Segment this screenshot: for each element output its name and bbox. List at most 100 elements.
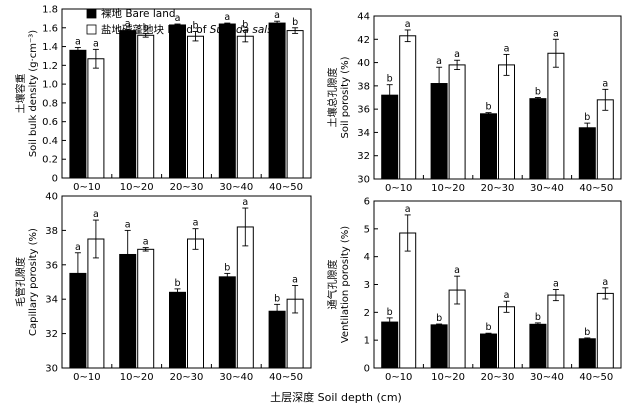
- y-tick-label: 36: [45, 260, 58, 271]
- y-tick-label: 1.0: [42, 80, 58, 91]
- bar-bare-land: [480, 333, 497, 369]
- significance-letter: b: [274, 293, 280, 304]
- legend-swatch-bare: [86, 8, 97, 19]
- significance-letter: a: [193, 218, 199, 229]
- y-tick-label: 0.4: [42, 136, 58, 147]
- bar-suaeda-salsa: [547, 52, 565, 180]
- bar-bare-land: [529, 98, 547, 180]
- bar-suaeda-salsa: [187, 238, 204, 369]
- bar-suaeda-salsa: [399, 232, 417, 369]
- legend-swatch-suaeda: [86, 24, 97, 35]
- chart-total-porosity: 30 32 34 36 38 40 42 44 土壤总孔隙度 Soil porosity (%) 0…: [326, 12, 622, 194]
- y-tick-label: 0: [364, 364, 370, 375]
- y-tick-label: 0: [52, 174, 58, 185]
- bar-suaeda-salsa: [399, 35, 417, 180]
- significance-letter: a: [224, 12, 230, 23]
- significance-letter: a: [454, 265, 460, 276]
- x-tick-label: 40~50: [269, 182, 303, 193]
- significance-letter: b: [436, 313, 442, 324]
- significance-letter: b: [242, 20, 248, 31]
- y-axis-label-cn: 毛管孔隙度: [14, 257, 27, 307]
- bar-suaeda-salsa: [137, 34, 155, 179]
- bar-suaeda-salsa: [596, 292, 614, 369]
- bar-bare-land: [578, 127, 596, 180]
- significance-letter: b: [174, 278, 180, 289]
- significance-letter: b: [584, 327, 590, 338]
- y-tick-label: 1.6: [42, 23, 58, 34]
- plot-frame: [61, 195, 312, 369]
- significance-letter: b: [485, 322, 491, 333]
- y-tick-label: 32: [45, 329, 58, 340]
- y-tick-label: 30: [45, 364, 58, 375]
- y-tick-label: 2: [364, 308, 370, 319]
- significance-letter: a: [504, 290, 510, 301]
- y-axis-label-en: Ventilation porosity (%): [340, 226, 351, 343]
- bar-bare-land: [169, 24, 186, 179]
- x-tick-label: 30~40: [530, 183, 564, 194]
- significance-letter: a: [454, 49, 460, 60]
- bar-suaeda-salsa: [448, 64, 466, 180]
- y-axis-label-en: Capillary porosity (%): [28, 228, 39, 336]
- significance-letter: a: [292, 274, 298, 285]
- y-tick-label: 0.8: [42, 98, 58, 109]
- y-tick-label: 1.8: [42, 5, 58, 16]
- significance-letter: b: [584, 112, 590, 123]
- y-tick-label: 34: [357, 128, 370, 139]
- significance-letter: a: [75, 242, 81, 253]
- x-tick-label: 10~20: [431, 183, 465, 194]
- x-tick-label: 20~30: [170, 372, 204, 383]
- bar-bare-land: [169, 291, 186, 369]
- significance-letter: a: [242, 197, 248, 208]
- y-axis-label-cn: 通气孔隙度: [326, 260, 339, 310]
- significance-letter: a: [405, 204, 411, 215]
- x-tick-label: 40~50: [579, 183, 613, 194]
- bar-suaeda-salsa: [596, 99, 614, 180]
- significance-letter: a: [553, 279, 559, 290]
- significance-letter: a: [93, 38, 99, 49]
- y-tick-label: 0.6: [42, 117, 58, 128]
- x-tick-label: 10~20: [120, 182, 154, 193]
- y-tick-label: 0.2: [42, 155, 58, 166]
- x-tick-label: 0~10: [385, 372, 412, 383]
- bar-suaeda-salsa: [498, 64, 515, 180]
- significance-letter: b: [535, 312, 541, 323]
- significance-letter: b: [535, 87, 541, 98]
- x-tick-label: 0~10: [73, 372, 100, 383]
- y-tick-label: 3: [364, 280, 370, 291]
- significance-letter: b: [292, 17, 298, 28]
- significance-letter: a: [125, 219, 131, 230]
- x-tick-label: 10~20: [120, 372, 154, 383]
- y-tick-label: 30: [357, 175, 370, 186]
- y-tick-label: 4: [364, 252, 370, 263]
- y-tick-label: 38: [45, 226, 58, 237]
- significance-letter: b: [387, 74, 393, 85]
- significance-letter: a: [553, 28, 559, 39]
- legend-label-bare: 裸地 Bare land: [101, 7, 176, 20]
- x-tick-label: 30~40: [219, 372, 253, 383]
- y-tick-label: 40: [357, 58, 370, 69]
- y-tick-label: 42: [357, 35, 370, 46]
- bar-suaeda-salsa: [187, 35, 204, 179]
- x-tick-label: 40~50: [579, 372, 613, 383]
- x-tick-label: 30~40: [219, 182, 253, 193]
- x-tick-label: 40~50: [269, 372, 303, 383]
- x-tick-label: 20~30: [481, 372, 515, 383]
- bar-bare-land: [268, 22, 286, 179]
- bar-suaeda-salsa: [87, 58, 105, 179]
- x-tick-label: 20~30: [170, 182, 204, 193]
- chart-bulk-density: 0 0.2 0.4 0.6 0.8 1.0 1.2 1.4 1.6 1.8 土壤容重 Soil bul…: [14, 5, 312, 193]
- bar-bare-land: [69, 49, 87, 179]
- y-axis-label-en: Soil bulk density (g·cm⁻³): [28, 30, 39, 157]
- significance-letter: a: [436, 56, 442, 67]
- significance-letter: b: [485, 102, 491, 113]
- y-tick-label: 6: [364, 197, 370, 208]
- chart-ventilation-porosity: 0 1 2 3 4 5 6 通气孔隙度 Ventilation porosity (%) 0~10…: [326, 197, 622, 383]
- bar-bare-land: [218, 23, 236, 179]
- y-tick-label: 34: [45, 295, 58, 306]
- x-tick-label: 0~10: [385, 183, 412, 194]
- x-tick-label: 10~20: [431, 372, 465, 383]
- bar-suaeda-salsa: [236, 35, 254, 179]
- bar-suaeda-salsa: [498, 306, 515, 369]
- y-tick-label: 36: [357, 105, 370, 116]
